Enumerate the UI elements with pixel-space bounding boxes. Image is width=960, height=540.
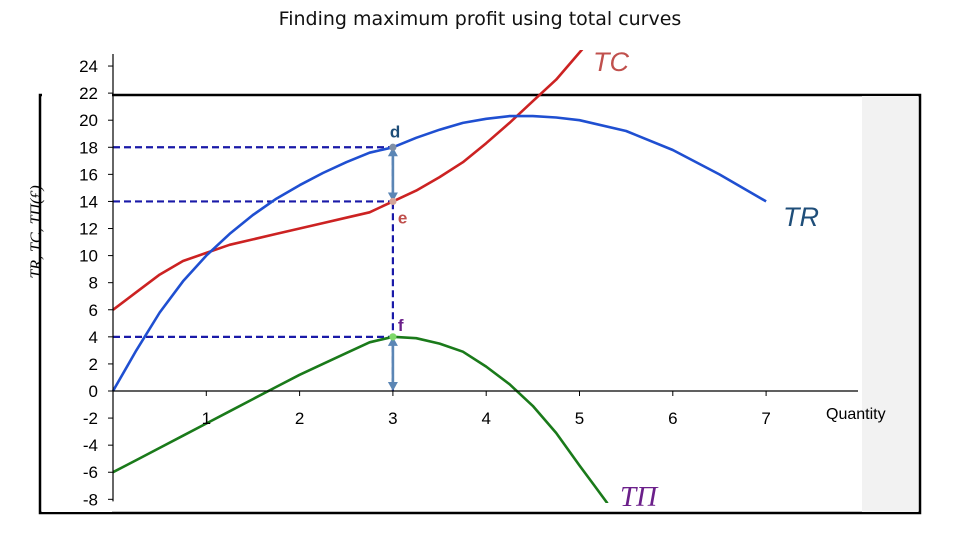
point-label-d: d	[390, 122, 400, 141]
series-label-0: TC	[593, 47, 629, 77]
y-axis-label: TR, TC, TΠ(£)	[28, 185, 45, 278]
y-tick-label--4: -4	[83, 436, 98, 455]
y-tick-label-10: 10	[79, 247, 98, 266]
arrow-head-top-1	[387, 336, 398, 346]
point-label-f: f	[398, 316, 404, 335]
y-tick-label-14: 14	[79, 192, 98, 211]
chart-frame	[38, 93, 922, 515]
point-marker-e	[389, 197, 397, 206]
y-axis-backdrop	[42, 52, 112, 512]
y-tick-label-16: 16	[79, 165, 98, 184]
y-tick-label--6: -6	[83, 463, 98, 482]
y-tick-label-22: 22	[79, 84, 98, 103]
y-tick-label-0: 0	[89, 382, 98, 401]
arrow-head-bottom-0	[387, 192, 398, 202]
x-tick-label-4: 4	[481, 409, 490, 428]
y-tick-label-18: 18	[79, 138, 98, 157]
y-tick-label-8: 8	[89, 274, 98, 293]
chart-side-panel	[862, 96, 918, 512]
arrow-head-top-0	[387, 147, 398, 157]
series-label-1: TR	[783, 202, 819, 232]
series-line-1	[111, 114, 767, 392]
y-tick-label--2: -2	[83, 409, 98, 428]
x-tick-label-3: 3	[388, 409, 397, 428]
x-tick-label-2: 2	[295, 409, 304, 428]
y-tick-label-6: 6	[89, 301, 98, 320]
page-title: Finding maximum profit using total curve…	[278, 8, 682, 30]
series-label-2: TΠ	[620, 481, 659, 513]
x-axis-label: Quantity	[826, 406, 886, 423]
x-tick-label-7: 7	[761, 409, 770, 428]
y-tick-label-4: 4	[89, 328, 98, 347]
point-marker-d	[389, 143, 397, 151]
arrow-head-bottom-1	[387, 382, 398, 391]
x-tick-label-6: 6	[668, 409, 677, 428]
y-tick-label-20: 20	[79, 111, 98, 130]
series-line-2	[112, 335, 609, 503]
y-tick-label-24: 24	[79, 57, 98, 76]
y-tick-label--8: -8	[83, 490, 98, 509]
point-label-e: e	[398, 208, 407, 227]
series-line-0	[112, 50, 584, 311]
x-tick-label-5: 5	[575, 409, 584, 428]
y-tick-label-2: 2	[89, 355, 98, 374]
point-marker-f	[389, 333, 397, 341]
x-tick-label-1: 1	[202, 409, 211, 428]
y-tick-label-12: 12	[79, 220, 98, 239]
